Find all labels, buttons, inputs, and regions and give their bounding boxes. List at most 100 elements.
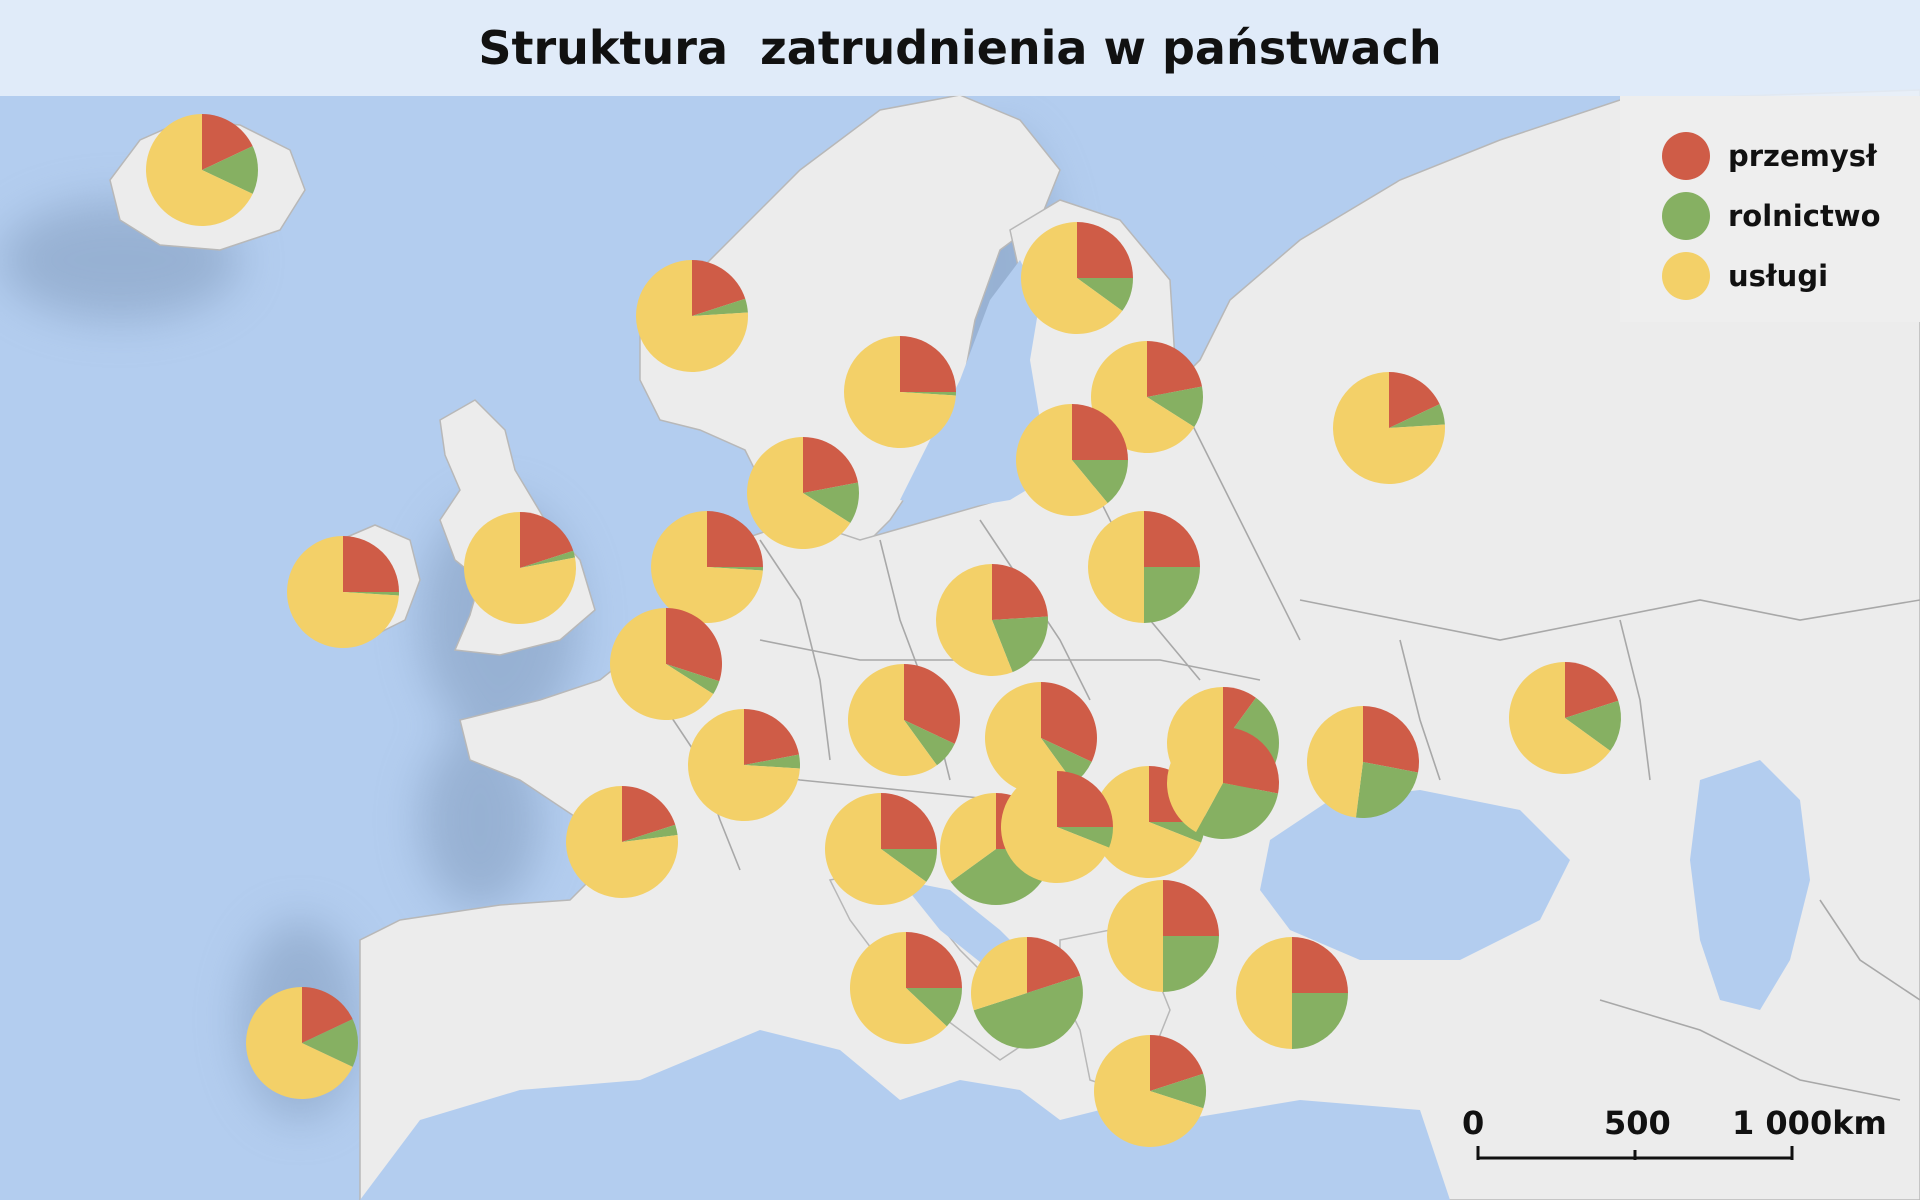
scale-bar-line	[1476, 1146, 1794, 1160]
pie-18	[566, 786, 679, 899]
pie-17-slice-industry	[1363, 706, 1420, 773]
pie-30	[1093, 1035, 1206, 1147]
pie-5-slice-industry	[1072, 404, 1128, 460]
pie-24-slice-services	[1508, 662, 1611, 775]
pie-23	[1001, 771, 1113, 884]
pie-5	[1016, 404, 1128, 516]
pie-27-slice-agriculture	[1292, 993, 1348, 1049]
legend: przemysł rolnictwo usługi	[1620, 96, 1920, 322]
scale-label-0: 0	[1462, 1104, 1485, 1142]
pie-19-slice-industry	[744, 708, 800, 765]
pie-6-slice-services	[1333, 372, 1446, 485]
pie-8	[287, 536, 399, 648]
legend-item-services: usługi	[1662, 252, 1828, 300]
pie-5-slice-agriculture	[1072, 460, 1128, 504]
pie-25	[1107, 880, 1219, 992]
pie-17	[1306, 706, 1420, 819]
pie-6	[1333, 372, 1446, 485]
pie-7	[747, 436, 860, 549]
pie-23-slice-industry	[1057, 771, 1113, 827]
pie-0-slice-industry	[202, 114, 253, 170]
pie-21-slice-services	[824, 793, 927, 906]
pie-26-slice-industry	[1223, 727, 1280, 794]
pie-20-slice-services	[1093, 766, 1202, 878]
sea-mediterranean	[360, 1030, 1450, 1200]
pie-24-slice-agriculture	[1565, 700, 1621, 751]
title-band: Struktura zatrudnienia w państwach	[0, 0, 1920, 96]
pie-27-slice-services	[1236, 937, 1292, 1049]
pie-31	[245, 987, 358, 1099]
pie-23-slice-services	[1001, 771, 1110, 884]
pie-charts	[145, 114, 1621, 1147]
pie-1-slice-industry	[692, 260, 746, 316]
pie-17-slice-agriculture	[1355, 762, 1419, 819]
legend-item-agriculture: rolnictwo	[1662, 192, 1881, 240]
pie-21	[824, 793, 937, 906]
pie-11-slice-services	[651, 511, 763, 623]
pie-10	[1088, 511, 1200, 623]
pie-9-slice-industry	[520, 512, 574, 568]
pie-14	[847, 664, 960, 776]
pie-27	[1236, 937, 1348, 1049]
pie-11-slice-agriculture	[707, 567, 764, 571]
pie-13-slice-agriculture	[666, 664, 720, 695]
pie-4-slice-industry	[1147, 341, 1203, 397]
pie-11-slice-industry	[707, 511, 763, 567]
pie-1-slice-services	[636, 260, 749, 372]
pie-24	[1508, 662, 1621, 775]
pie-2-slice-industry	[1077, 222, 1133, 278]
pie-2-slice-services	[1020, 221, 1123, 334]
pie-29-slice-services	[849, 932, 947, 1044]
pie-3-slice-industry	[900, 336, 956, 392]
pie-1-slice-agriculture	[692, 298, 748, 316]
pie-10-slice-services	[1088, 511, 1144, 623]
pie-14-slice-agriculture	[904, 720, 955, 766]
sea-black	[1260, 790, 1570, 960]
pie-26	[1167, 727, 1280, 839]
pie-28-slice-agriculture	[973, 975, 1083, 1049]
pie-10-slice-agriculture	[1144, 567, 1200, 623]
pie-4	[1091, 341, 1204, 454]
pie-3-slice-agriculture	[900, 392, 957, 396]
pie-29-slice-industry	[906, 932, 962, 988]
pie-25-slice-services	[1107, 880, 1163, 992]
pie-0	[145, 114, 258, 226]
pie-21-slice-industry	[881, 793, 937, 849]
pie-12-slice-services	[936, 564, 1013, 676]
scale-label-1000: 1 000km	[1732, 1104, 1887, 1142]
pie-18-slice-services	[566, 786, 679, 899]
pie-24-slice-industry	[1565, 662, 1619, 718]
legend-label-industry: przemysł	[1728, 139, 1877, 173]
pie-30-slice-industry	[1150, 1035, 1204, 1091]
pie-22-slice-services	[940, 793, 996, 882]
pie-6-slice-industry	[1389, 372, 1440, 428]
pie-21-slice-agriculture	[881, 849, 937, 882]
pie-13-slice-industry	[666, 608, 722, 682]
pie-0-slice-services	[145, 114, 253, 226]
pie-31-slice-industry	[302, 987, 353, 1043]
pie-17-slice-services	[1306, 706, 1363, 818]
legend-swatch-agriculture	[1662, 192, 1710, 240]
pie-8-slice-industry	[343, 536, 399, 592]
pie-3-slice-services	[844, 336, 956, 449]
legend-label-agriculture: rolnictwo	[1728, 199, 1881, 233]
pie-7-slice-agriculture	[803, 482, 860, 524]
pie-30-slice-services	[1093, 1035, 1204, 1147]
pie-4-slice-services	[1091, 341, 1195, 454]
pie-31-slice-agriculture	[302, 1019, 358, 1067]
sea-white	[1160, 130, 1280, 220]
pie-18-slice-industry	[622, 786, 676, 842]
pie-27-slice-industry	[1292, 937, 1348, 993]
pie-6-slice-agriculture	[1389, 404, 1445, 428]
pie-15-slice-agriculture	[1041, 738, 1092, 784]
pie-11	[651, 511, 764, 623]
scale-bar	[1476, 1146, 1794, 1160]
pie-7-slice-services	[747, 436, 851, 549]
pie-15	[984, 682, 1097, 794]
pie-9-slice-services	[464, 512, 577, 624]
pie-12	[936, 564, 1049, 676]
legend-swatch-services	[1662, 252, 1710, 300]
pie-15-slice-services	[984, 682, 1074, 794]
pie-15-slice-industry	[1041, 682, 1097, 762]
map-title: Struktura zatrudnienia w państwach	[478, 21, 1442, 75]
